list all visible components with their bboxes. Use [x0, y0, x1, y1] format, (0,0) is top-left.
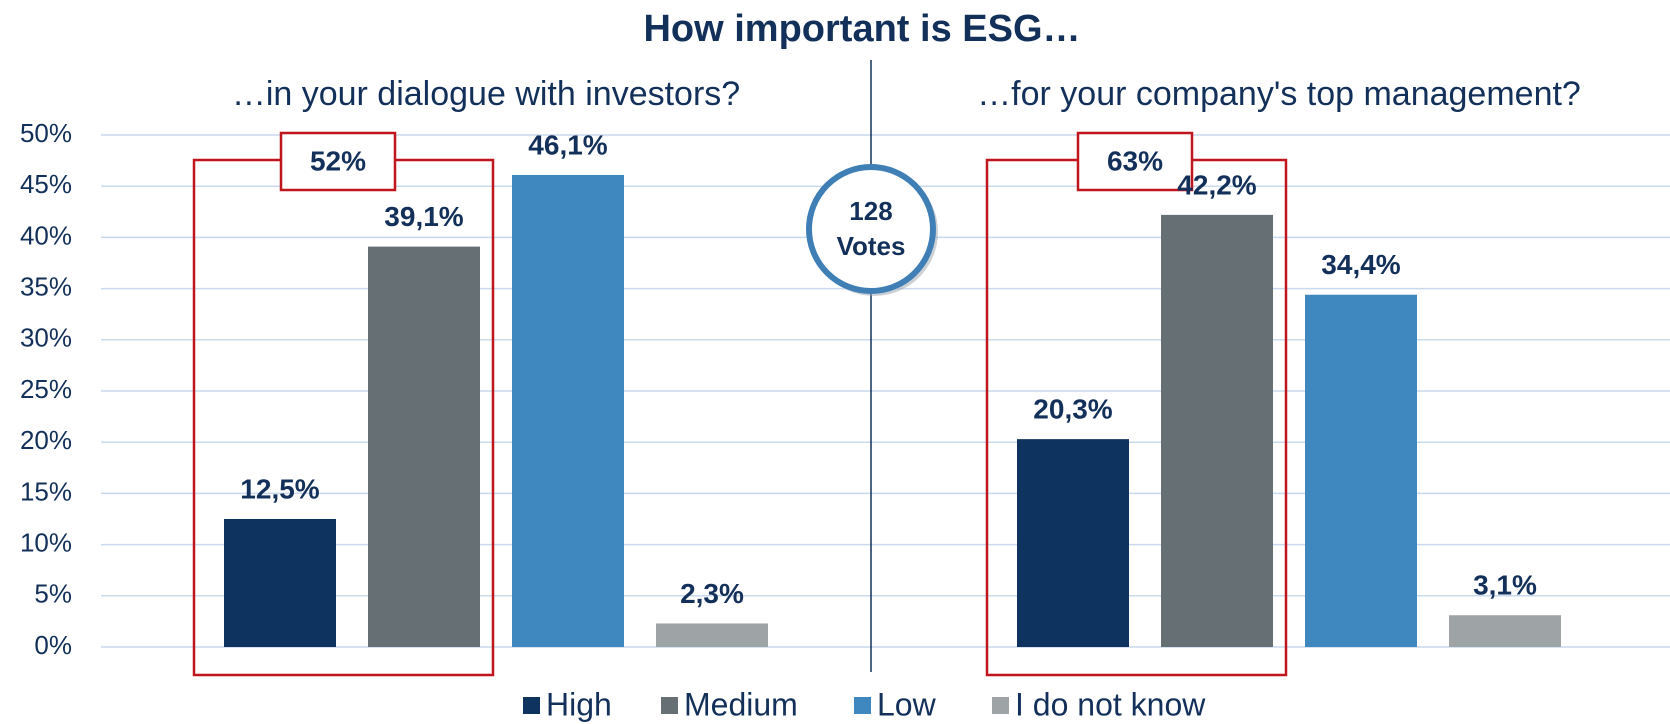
annotation-box — [1076, 131, 1194, 192]
legend-label: Medium — [684, 686, 798, 722]
bar — [1449, 615, 1561, 647]
annotation-box — [279, 131, 397, 192]
votes-label: Votes — [837, 231, 906, 261]
legend-swatch — [992, 697, 1009, 714]
y-tick-label: 10% — [20, 527, 72, 557]
votes-count: 128 — [849, 196, 892, 226]
value-label: 42,2% — [1177, 169, 1256, 200]
y-tick-label: 25% — [20, 374, 72, 404]
bar — [224, 519, 336, 647]
legend-label: High — [546, 686, 612, 722]
y-tick-label: 35% — [20, 271, 72, 301]
legend-label: Low — [877, 686, 937, 722]
group-label: …for your company's top management? — [977, 75, 1581, 113]
legend-swatch — [523, 697, 540, 714]
y-tick-label: 15% — [20, 476, 72, 506]
value-label: 34,4% — [1321, 249, 1400, 280]
legend-swatch — [854, 697, 871, 714]
y-tick-label: 5% — [34, 579, 72, 609]
bar — [512, 174, 624, 647]
y-tick-label: 30% — [20, 323, 72, 353]
y-tick-label: 0% — [34, 630, 72, 660]
votes-badge — [806, 164, 936, 294]
bar — [368, 246, 480, 647]
annotation: 63% — [1107, 145, 1163, 176]
value-label: 2,3% — [680, 578, 744, 609]
value-label: 46,1% — [528, 129, 607, 160]
value-label: 12,5% — [240, 473, 319, 504]
y-tick-label: 50% — [20, 118, 72, 148]
y-tick-label: 45% — [20, 169, 72, 199]
y-tick-label: 20% — [20, 425, 72, 455]
bar — [656, 623, 768, 647]
bar — [1161, 214, 1273, 647]
y-tick-label: 40% — [20, 220, 72, 250]
bar — [1305, 294, 1417, 647]
legend-swatch — [661, 697, 678, 714]
legend-label: I do not know — [1015, 686, 1206, 722]
value-label: 39,1% — [384, 201, 463, 232]
bar — [1017, 439, 1129, 647]
value-label: 3,1% — [1473, 570, 1537, 601]
chart-title: How important is ESG… — [643, 8, 1080, 50]
group-label: …in your dialogue with investors? — [232, 75, 740, 113]
value-label: 20,3% — [1033, 394, 1112, 425]
annotation: 52% — [310, 145, 366, 176]
